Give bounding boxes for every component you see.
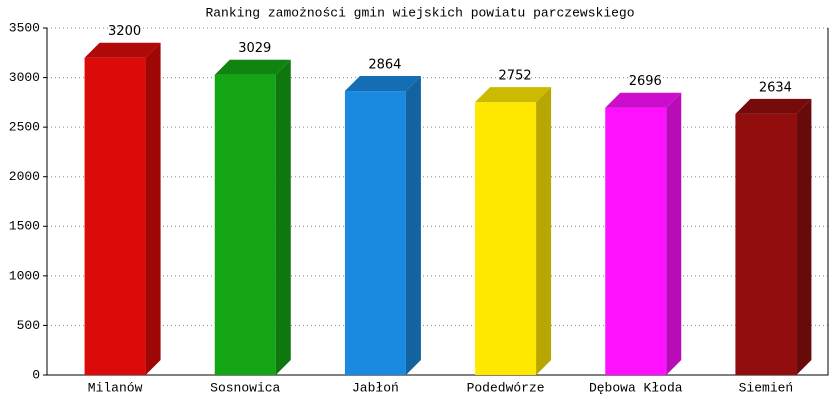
bar-top <box>735 98 812 114</box>
bar-top <box>475 87 552 103</box>
x-tick-label: Dębowa Kłoda <box>589 380 683 395</box>
value-label: 2634 <box>759 80 792 95</box>
bar <box>475 102 537 375</box>
bar-top <box>84 42 161 58</box>
y-tick-label: 1500 <box>9 219 40 234</box>
bar <box>735 113 797 375</box>
bar-side <box>405 76 421 375</box>
bar <box>214 74 276 375</box>
value-label: 2752 <box>499 69 532 84</box>
value-label: 2864 <box>368 58 401 73</box>
value-label: 3029 <box>238 41 271 56</box>
y-tick-label: 2500 <box>9 120 40 135</box>
y-tick-label: 500 <box>17 318 40 333</box>
bar-side <box>666 92 682 376</box>
y-tick-label: 3500 <box>9 20 40 35</box>
bar-side <box>536 87 552 375</box>
bar-top <box>605 92 682 108</box>
y-tick-label: 3000 <box>9 70 40 85</box>
x-tick-label: Jabłoń <box>352 380 399 395</box>
x-tick-label: Siemień <box>739 380 794 395</box>
y-tick-label: 2000 <box>9 169 40 184</box>
x-tick-label: Milanów <box>88 380 143 395</box>
value-label: 2696 <box>629 74 662 89</box>
bar-top <box>214 59 291 75</box>
y-tick-label: 1000 <box>9 268 40 283</box>
axis-frame <box>46 28 829 376</box>
bar-side <box>275 59 291 375</box>
x-tick-label: Sosnowica <box>210 380 280 395</box>
y-tick-label: 0 <box>32 367 40 382</box>
bar-top <box>344 76 421 92</box>
x-tick-label: Podedwórze <box>467 380 545 395</box>
value-label: 3200 <box>108 24 141 39</box>
bar-side <box>145 42 161 375</box>
chart-title: Ranking zamożności gmin wiejskich powiat… <box>205 5 634 20</box>
bar <box>605 107 667 376</box>
bar <box>344 91 406 375</box>
bar <box>84 57 146 375</box>
bar-side <box>796 98 812 375</box>
